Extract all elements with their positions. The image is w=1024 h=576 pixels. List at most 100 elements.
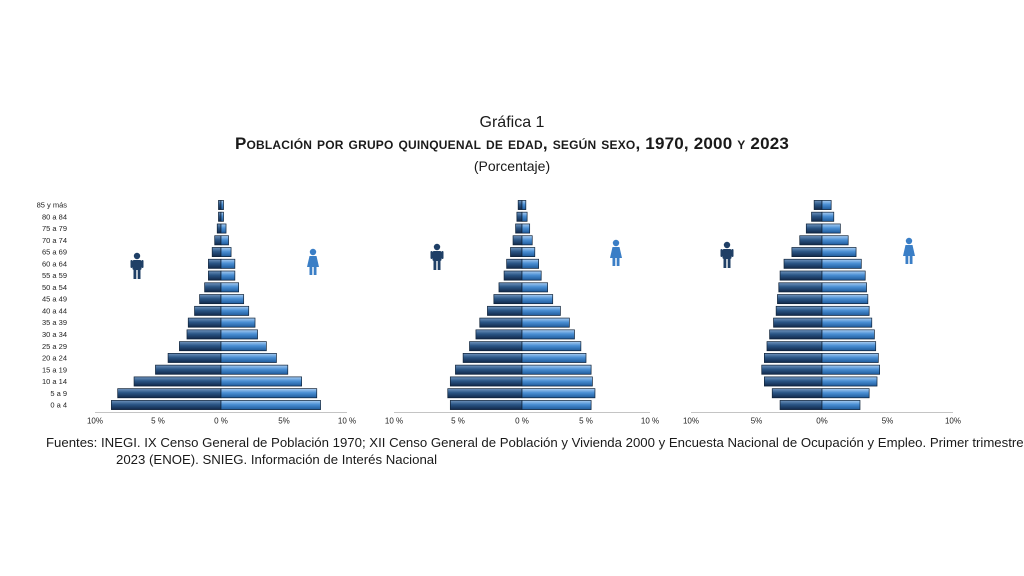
female-bar (220, 282, 239, 293)
male-bar (194, 305, 222, 316)
x-tick-label: 10 % (385, 417, 403, 426)
male-bar (218, 200, 222, 210)
female-bar (521, 353, 587, 363)
female-bar (220, 223, 227, 234)
male-bar (133, 376, 222, 387)
x-tick-label: 5% (278, 417, 290, 426)
chart-label: Gráfica 1 (479, 114, 545, 131)
male-bar (117, 388, 222, 399)
age-group-label: 45 a 49 (42, 295, 67, 304)
male-bar (216, 223, 222, 234)
female-bar (220, 329, 258, 340)
age-group-label: 20 a 24 (42, 354, 67, 363)
male-bar (779, 270, 823, 281)
age-group-label: 0 a 4 (50, 401, 67, 410)
male-bar (167, 353, 222, 363)
x-tick-label: 0% (816, 417, 828, 426)
male-bar (510, 247, 523, 257)
male-bar (805, 223, 823, 234)
age-group-label: 10 a 14 (42, 377, 67, 386)
male-bar (447, 388, 523, 399)
male-bar (211, 247, 222, 257)
female-bar (521, 305, 561, 316)
male-bar (771, 388, 823, 399)
female-bar (821, 341, 877, 352)
chart-title: Población por grupo quinquenal de edad, … (234, 134, 790, 153)
male-bar (479, 317, 523, 328)
female-bar (521, 223, 531, 234)
male-bar (469, 341, 523, 352)
age-group-label: 65 a 69 (42, 248, 67, 257)
male-bar (506, 258, 523, 269)
male-bar (214, 235, 222, 246)
male-bar (813, 200, 823, 210)
male-bar (111, 400, 222, 410)
female-bar (521, 270, 542, 281)
female-bar (521, 388, 596, 399)
female-bar (821, 305, 870, 316)
male-person-icon (720, 241, 734, 268)
female-bar (220, 270, 236, 281)
age-group-label: 40 a 44 (42, 306, 67, 315)
x-tick-label: 5% (751, 417, 763, 426)
x-tick-label: 10% (945, 417, 961, 426)
male-bar (779, 400, 823, 410)
x-tick-label: 0 % (214, 417, 228, 426)
female-bar (521, 294, 554, 305)
male-bar (799, 235, 823, 246)
male-bar (769, 329, 823, 340)
female-bar (521, 258, 539, 269)
male-bar (517, 200, 523, 210)
age-group-label: 30 a 34 (42, 330, 67, 339)
male-bar (475, 329, 523, 340)
female-bar (821, 353, 879, 363)
male-bar (777, 294, 823, 305)
female-bar (821, 247, 857, 257)
female-bar (220, 364, 289, 375)
male-bar (783, 258, 823, 269)
female-bar (521, 329, 575, 340)
male-bar (791, 247, 823, 257)
x-tick-label: 5 % (451, 417, 465, 426)
female-bar (821, 282, 867, 293)
age-group-label: 85 y más (37, 201, 68, 210)
x-tick-label: 0 % (515, 417, 529, 426)
chart-subtitle: (Porcentaje) (473, 158, 551, 174)
male-bar (493, 294, 523, 305)
female-bar (821, 223, 841, 234)
female-bar (521, 341, 582, 352)
female-bar (220, 258, 236, 269)
female-bar (821, 258, 862, 269)
female-bar (220, 353, 277, 363)
x-tick-label: 10% (87, 417, 103, 426)
female-bar (521, 200, 527, 210)
female-bar (220, 235, 229, 246)
x-tick-label: 10 % (338, 417, 356, 426)
age-group-label: 55 a 59 (42, 271, 67, 280)
source-note: Fuentes: INEGI. IX Censo General de Pobl… (46, 435, 1024, 467)
age-group-label: 60 a 64 (42, 259, 67, 268)
male-bar (218, 211, 222, 222)
age-group-label: 5 a 9 (50, 389, 67, 398)
female-bar (220, 341, 267, 352)
male-bar (462, 353, 523, 363)
female-bar (821, 317, 873, 328)
age-group-label: 80 a 84 (42, 212, 67, 221)
female-bar (220, 388, 318, 399)
female-bar (821, 270, 866, 281)
male-bar (208, 258, 222, 269)
female-bar (521, 235, 533, 246)
female-bar (821, 294, 869, 305)
x-tick-label: 10% (683, 417, 699, 426)
female-person-icon (307, 248, 319, 275)
female-bar (821, 211, 835, 222)
female-bar (220, 247, 232, 257)
x-tick-label: 5% (882, 417, 894, 426)
male-person-icon (130, 252, 144, 279)
female-bar (521, 282, 548, 293)
male-bar (449, 376, 523, 387)
age-group-label: 70 a 74 (42, 236, 67, 245)
female-person-icon (610, 239, 622, 266)
x-tick-label: 10 % (641, 417, 659, 426)
